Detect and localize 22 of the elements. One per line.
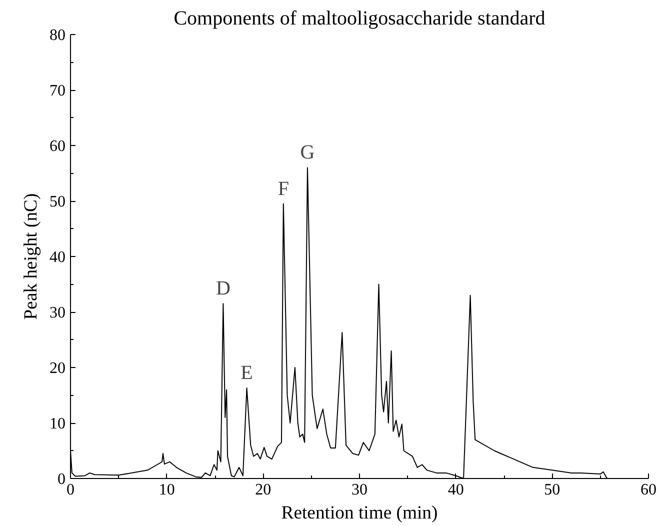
y-tick-label: 50 [50, 194, 66, 210]
x-tick-label: 60 [640, 482, 656, 498]
x-tick-label: 20 [255, 482, 272, 498]
annotation: E [240, 362, 253, 384]
y-tick-label: 0 [58, 471, 66, 488]
x-tick-label: 40 [448, 482, 464, 498]
x-tick-label: 30 [352, 482, 368, 498]
x-tick-label: 50 [544, 482, 560, 498]
annotation: G [300, 142, 315, 164]
y-tick-label: 10 [50, 416, 66, 432]
y-tick-label: 80 [50, 27, 66, 44]
y-tick-label: 20 [50, 360, 66, 377]
annotation: D [216, 278, 230, 300]
x-axis-title: Retention time (min) [281, 502, 438, 524]
y-tick-label: 40 [50, 249, 66, 266]
y-tick-label: 30 [50, 304, 66, 322]
x-tick-label: 10 [158, 482, 175, 498]
y-axis-title: Peak height (nC) [20, 193, 42, 320]
chart-title: Components of maltooligosaccharide standard [174, 8, 546, 30]
y-tick-label: 70 [50, 82, 66, 100]
annotation: F [278, 178, 289, 200]
y-tick-label: 60 [50, 138, 66, 155]
